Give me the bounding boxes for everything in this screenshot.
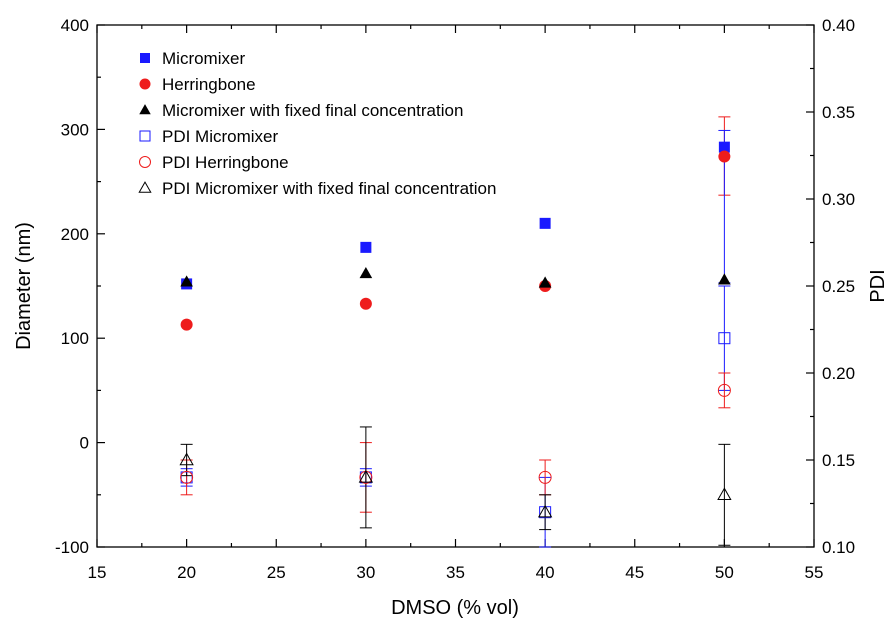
y-axis-title: Diameter (nm) [13,222,35,350]
x-tick-label: 55 [805,563,824,582]
legend-marker-pdi-herringbone [139,156,151,168]
x-tick-label: 50 [715,563,734,582]
x-tick-label: 40 [536,563,555,582]
point-pdi-micromixer-with-fixed-final-concentration [358,469,374,483]
x-tick-label: 20 [177,563,196,582]
point-pdi-micromixer-with-fixed-final-concentration [717,487,732,501]
y-axis-left: -100 0 100 200 300 400 [55,16,105,557]
point-pdi-herringbone [180,470,194,484]
y2-tick-label: 0.10 [822,538,855,557]
point-herringbone [718,150,731,163]
x-tick-label: 45 [625,563,644,582]
point-pdi-micromixer-with-fixed-final-concentration [537,504,553,518]
y-tick-label: 300 [61,120,89,139]
legend-marker-pdi-micromixer-with-fixed-final-concentration [138,181,152,193]
x-tick-label: 25 [267,563,286,582]
y2-tick-label: 0.25 [822,277,855,296]
x-tick-label: 30 [356,563,375,582]
y-tick-label: 400 [61,16,89,35]
point-herringbone [180,318,193,331]
y2-axis-title: PDI [867,269,889,302]
point-pdi-herringbone [717,383,731,397]
y-tick-label: -100 [55,538,89,557]
point-pdi-herringbone [538,470,552,484]
point-micromixer-with-fixed-final-concentration [359,266,373,279]
y2-tick-label: 0.15 [822,451,855,470]
y2-tick-label: 0.40 [822,16,855,35]
data-markers [179,141,732,519]
y-tick-label: 200 [61,225,89,244]
legend-label-pdi-micromixer-with-fixed-final-concentration: PDI Micromixer with fixed final concentr… [162,179,496,198]
legend-label-herringbone: Herringbone [162,75,256,94]
legend: Micromixer Herringbone Micromixer with fix… [138,49,496,198]
point-micromixer-with-fixed-final-concentration [718,273,731,285]
y-tick-label: 100 [61,329,89,348]
point-pdi-micromixer-with-fixed-final-concentration [179,452,194,466]
legend-label-pdi-herringbone: PDI Herringbone [162,153,289,172]
legend-label-pdi-micromixer: PDI Micromixer [162,127,279,146]
point-micromixer [718,141,730,153]
legend-marker-herringbone [139,78,151,90]
error-bars [180,116,731,548]
legend-marker-micromixer-with-fixed-final-concentration [139,104,151,115]
y-tick-label: 0 [80,434,89,453]
point-herringbone [359,297,372,310]
x-axis: 15 20 25 30 35 40 45 50 55 [88,25,824,582]
y-axis-right: 0.10 0.15 0.20 0.25 0.30 0.35 0.40 [806,16,855,557]
y2-tick-label: 0.30 [822,190,855,209]
x-tick-label: 15 [88,563,107,582]
point-pdi-micromixer [718,332,731,345]
point-micromixer-with-fixed-final-concentration [180,275,193,287]
legend-marker-micromixer [140,53,150,63]
point-micromixer-with-fixed-final-concentration [538,276,552,288]
legend-marker-pdi-micromixer [139,130,151,142]
y2-tick-label: 0.35 [822,103,855,122]
point-micromixer [539,217,551,229]
x-axis-title: DMSO (% vol) [391,597,519,619]
x-tick-label: 35 [446,563,465,582]
legend-label-micromixer-with-fixed-final-concentration: Micromixer with fixed final concentratio… [162,101,463,120]
y2-tick-label: 0.20 [822,364,855,383]
point-micromixer [360,241,372,253]
legend-label-micromixer: Micromixer [162,49,245,68]
